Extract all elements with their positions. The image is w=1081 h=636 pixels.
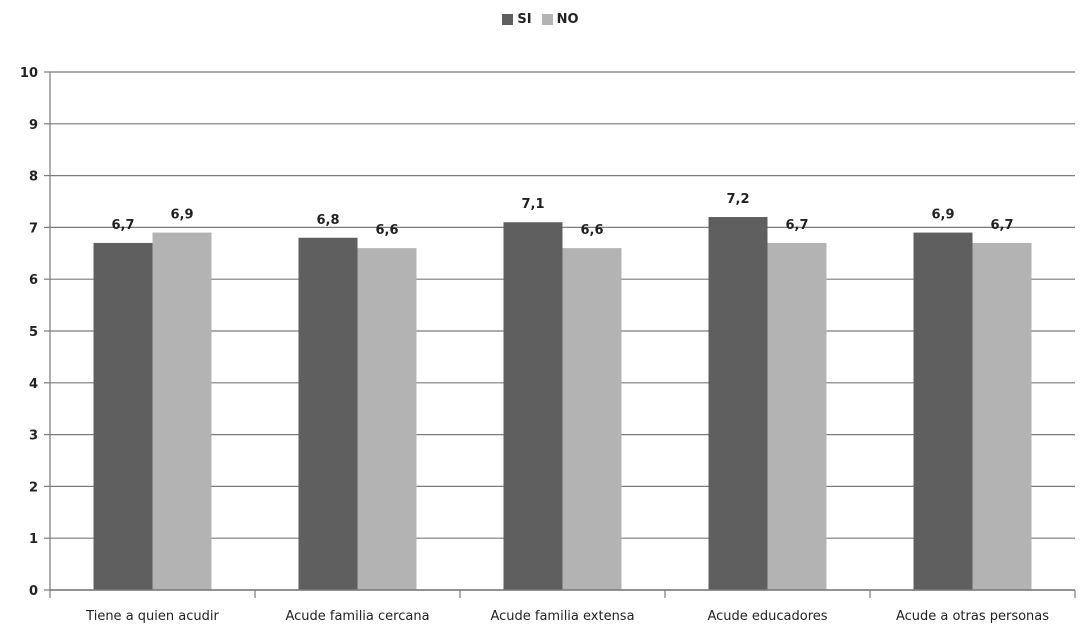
legend: SI NO bbox=[0, 12, 1081, 27]
legend-label-no: NO bbox=[556, 12, 579, 27]
bar-si bbox=[503, 222, 563, 590]
y-tick-label: 0 bbox=[29, 584, 38, 599]
data-label: 6,9 bbox=[931, 208, 954, 223]
bar-no bbox=[767, 242, 827, 590]
bar-no bbox=[357, 248, 417, 590]
x-tick-label: Acude educadores bbox=[707, 609, 827, 624]
data-label: 6,6 bbox=[375, 223, 398, 238]
data-label: 6,7 bbox=[785, 218, 808, 233]
bar-si bbox=[298, 237, 358, 590]
x-tick-label: Tiene a quien acudir bbox=[85, 609, 219, 624]
y-tick-label: 4 bbox=[29, 377, 38, 392]
bar-no bbox=[562, 248, 622, 590]
legend-swatch-si bbox=[502, 14, 514, 25]
legend-swatch-no bbox=[541, 14, 553, 25]
y-tick-label: 10 bbox=[20, 66, 38, 81]
legend-label-si: SI bbox=[517, 12, 532, 27]
x-tick-label: Acude familia extensa bbox=[490, 609, 634, 624]
legend-item-no: NO bbox=[541, 12, 579, 27]
data-label: 6,9 bbox=[170, 208, 193, 223]
bar-no bbox=[152, 232, 212, 590]
y-tick-label: 8 bbox=[29, 170, 38, 185]
data-label: 6,7 bbox=[990, 218, 1013, 233]
y-tick-label: 1 bbox=[29, 532, 38, 547]
data-label: 7,1 bbox=[521, 197, 544, 212]
y-tick-label: 6 bbox=[29, 273, 38, 288]
bar-si bbox=[708, 217, 768, 591]
data-label: 7,2 bbox=[726, 192, 749, 207]
y-tick-label: 7 bbox=[29, 221, 38, 236]
x-tick-label: Acude a otras personas bbox=[896, 609, 1049, 624]
bar-si bbox=[93, 242, 153, 590]
x-tick-label: Acude familia cercana bbox=[285, 609, 429, 624]
legend-item-si: SI bbox=[502, 12, 532, 27]
data-label: 6,8 bbox=[316, 213, 339, 228]
y-tick-label: 3 bbox=[29, 429, 38, 444]
y-tick-label: 9 bbox=[29, 118, 38, 133]
data-label: 6,6 bbox=[580, 223, 603, 238]
data-label: 6,7 bbox=[111, 218, 134, 233]
bar-no bbox=[972, 242, 1032, 590]
bar-si bbox=[913, 232, 973, 590]
y-tick-label: 2 bbox=[29, 480, 38, 495]
y-tick-label: 5 bbox=[29, 325, 38, 340]
